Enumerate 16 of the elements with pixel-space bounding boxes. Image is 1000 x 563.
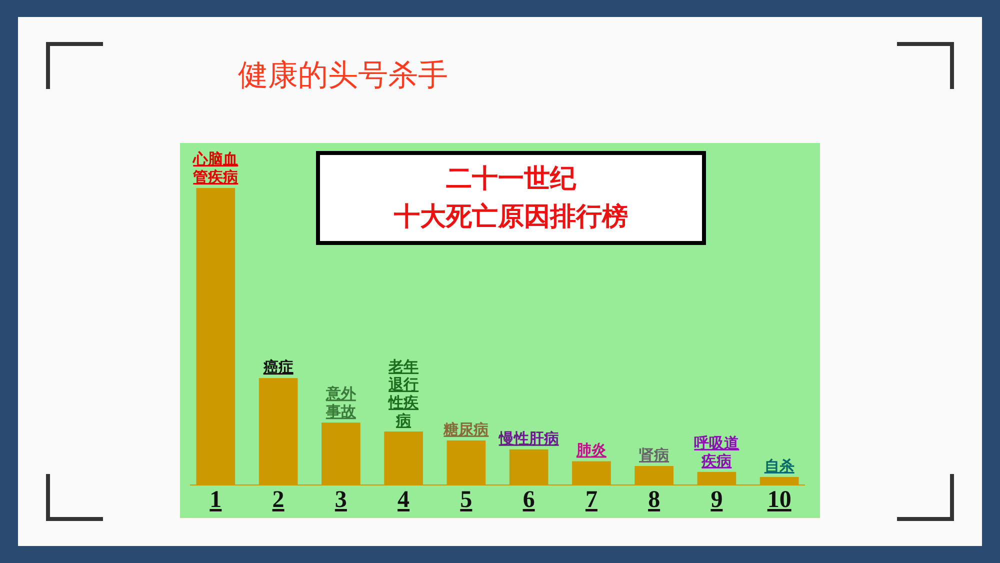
x-tick-label: 5 (460, 487, 472, 513)
chart-title: 健康的头号杀手 (238, 58, 448, 93)
x-tick-label: 6 (522, 487, 535, 513)
x-tick-label: 10 (767, 487, 792, 513)
x-tick-label: 1 (210, 487, 222, 513)
x-tick-label: 2 (272, 487, 284, 513)
annotation: 自杀 (764, 456, 794, 475)
x-tick-label: 4 (398, 487, 410, 513)
x-tick-label: 7 (585, 487, 598, 513)
annotation: 老年退行性疾病 (388, 358, 420, 430)
x-tick-label: 3 (334, 487, 347, 513)
chart-subtitle: 二十一世纪十大死亡原因排行榜 (393, 164, 628, 232)
annotation: 肺炎 (575, 441, 606, 460)
annotation: 癌症 (262, 358, 294, 376)
x-tick-label: 8 (648, 487, 660, 513)
x-tick-label: 9 (710, 487, 723, 513)
